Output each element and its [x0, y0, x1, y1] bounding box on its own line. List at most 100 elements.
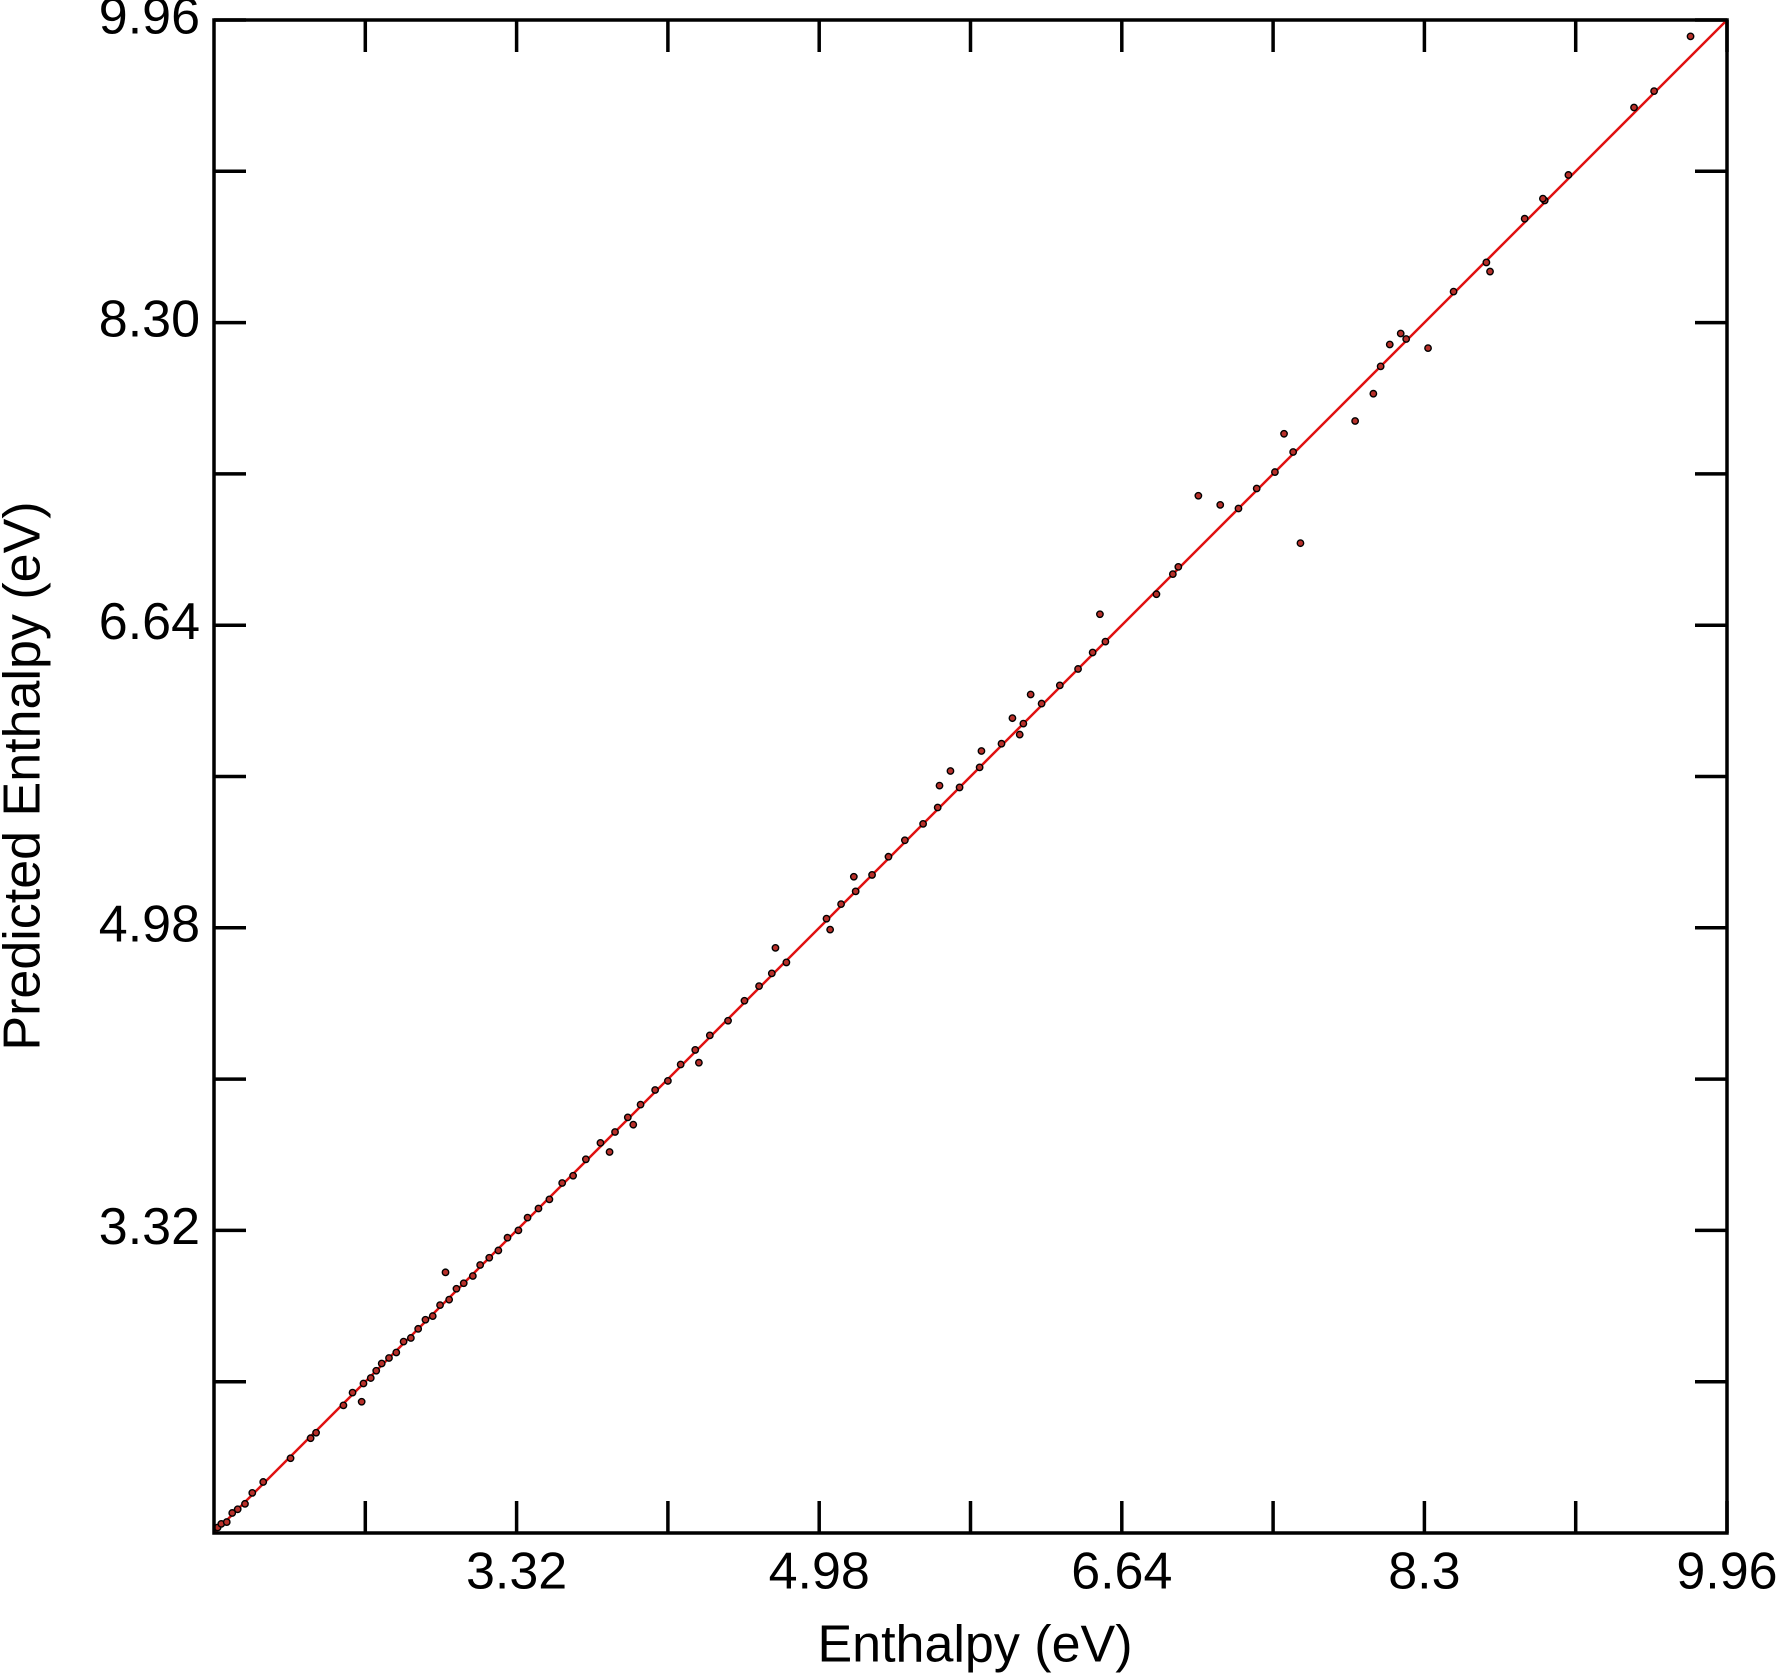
point: [1055, 681, 1064, 690]
point: [1280, 429, 1288, 438]
point: [339, 1401, 348, 1410]
point: [228, 1509, 237, 1517]
point: [428, 1312, 437, 1320]
point: [1019, 719, 1028, 728]
point: [545, 1195, 554, 1204]
point: [849, 872, 858, 881]
point: [623, 1113, 632, 1122]
point: [1252, 484, 1261, 493]
point: [755, 982, 763, 991]
point: [629, 1120, 638, 1129]
point: [1424, 344, 1432, 353]
point: [494, 1246, 503, 1255]
point: [392, 1348, 401, 1357]
point: [248, 1488, 257, 1497]
point: [399, 1337, 408, 1346]
point: [694, 1058, 703, 1067]
point: [485, 1253, 494, 1262]
point: [503, 1233, 512, 1242]
y-tick-label: 6.64: [99, 593, 200, 651]
point: [1168, 570, 1177, 579]
point: [1686, 32, 1695, 41]
point: [348, 1388, 357, 1397]
point: [767, 969, 776, 978]
point: [868, 871, 876, 879]
point: [1385, 340, 1394, 349]
point: [1008, 714, 1017, 723]
point: [1630, 103, 1638, 112]
point: [459, 1279, 468, 1288]
point: [955, 783, 964, 792]
point: [1271, 468, 1279, 476]
point: [782, 958, 791, 967]
point: [359, 1379, 368, 1388]
point: [1234, 504, 1243, 513]
point: [1289, 448, 1298, 456]
point: [676, 1060, 685, 1069]
point: [436, 1301, 444, 1310]
point: [1088, 648, 1097, 657]
point: [523, 1213, 532, 1222]
plot-frame: [212, 18, 1729, 1535]
point: [414, 1324, 423, 1333]
point: [605, 1148, 614, 1156]
point: [636, 1100, 645, 1109]
y-axis-title: Predicted Enthalpy (eV): [0, 501, 52, 1050]
y-tick-label: 3.32: [99, 1198, 200, 1256]
y-tick-label: 4.98: [99, 896, 200, 954]
point: [445, 1295, 454, 1304]
x-axis-title: Enthalpy (eV): [817, 1616, 1132, 1674]
point: [1096, 610, 1104, 619]
point: [1152, 590, 1161, 599]
point: [1074, 665, 1082, 673]
point: [569, 1171, 578, 1180]
point: [651, 1086, 660, 1094]
point: [514, 1226, 523, 1235]
point: [1538, 194, 1547, 203]
point: [884, 852, 893, 861]
x-tick-label: 4.98: [769, 1543, 870, 1601]
point: [1449, 287, 1458, 296]
point: [724, 1016, 732, 1025]
point: [357, 1397, 366, 1406]
point: [222, 1518, 231, 1526]
point: [1486, 267, 1494, 276]
point: [241, 1499, 249, 1508]
point: [919, 819, 928, 828]
y-tick-label: 8.30: [99, 290, 200, 348]
point: [1026, 690, 1035, 699]
point: [977, 747, 986, 755]
point: [933, 803, 942, 812]
point: [1101, 637, 1110, 646]
point: [1396, 329, 1405, 338]
point: [1216, 500, 1225, 509]
x-tick-label: 8.3: [1388, 1543, 1460, 1601]
point: [935, 781, 944, 790]
point: [312, 1428, 320, 1437]
point: [1402, 335, 1411, 343]
point: [306, 1434, 315, 1443]
point: [664, 1077, 672, 1085]
point: [691, 1046, 700, 1054]
point: [581, 1155, 590, 1164]
point: [1174, 562, 1183, 571]
point: [900, 836, 909, 845]
x-tick-label: 3.32: [466, 1543, 567, 1601]
point: [558, 1179, 567, 1187]
point: [1369, 389, 1378, 398]
y-tick-label: 9.96: [99, 0, 200, 46]
point: [366, 1374, 375, 1382]
point: [1015, 730, 1024, 739]
point: [286, 1454, 295, 1463]
point: [1037, 699, 1046, 708]
point: [1564, 171, 1573, 179]
point: [822, 914, 831, 923]
point: [476, 1261, 485, 1269]
point: [377, 1359, 386, 1368]
point: [1520, 214, 1529, 223]
point: [385, 1354, 393, 1362]
point: [259, 1478, 268, 1486]
point: [826, 925, 835, 934]
point: [705, 1031, 714, 1040]
